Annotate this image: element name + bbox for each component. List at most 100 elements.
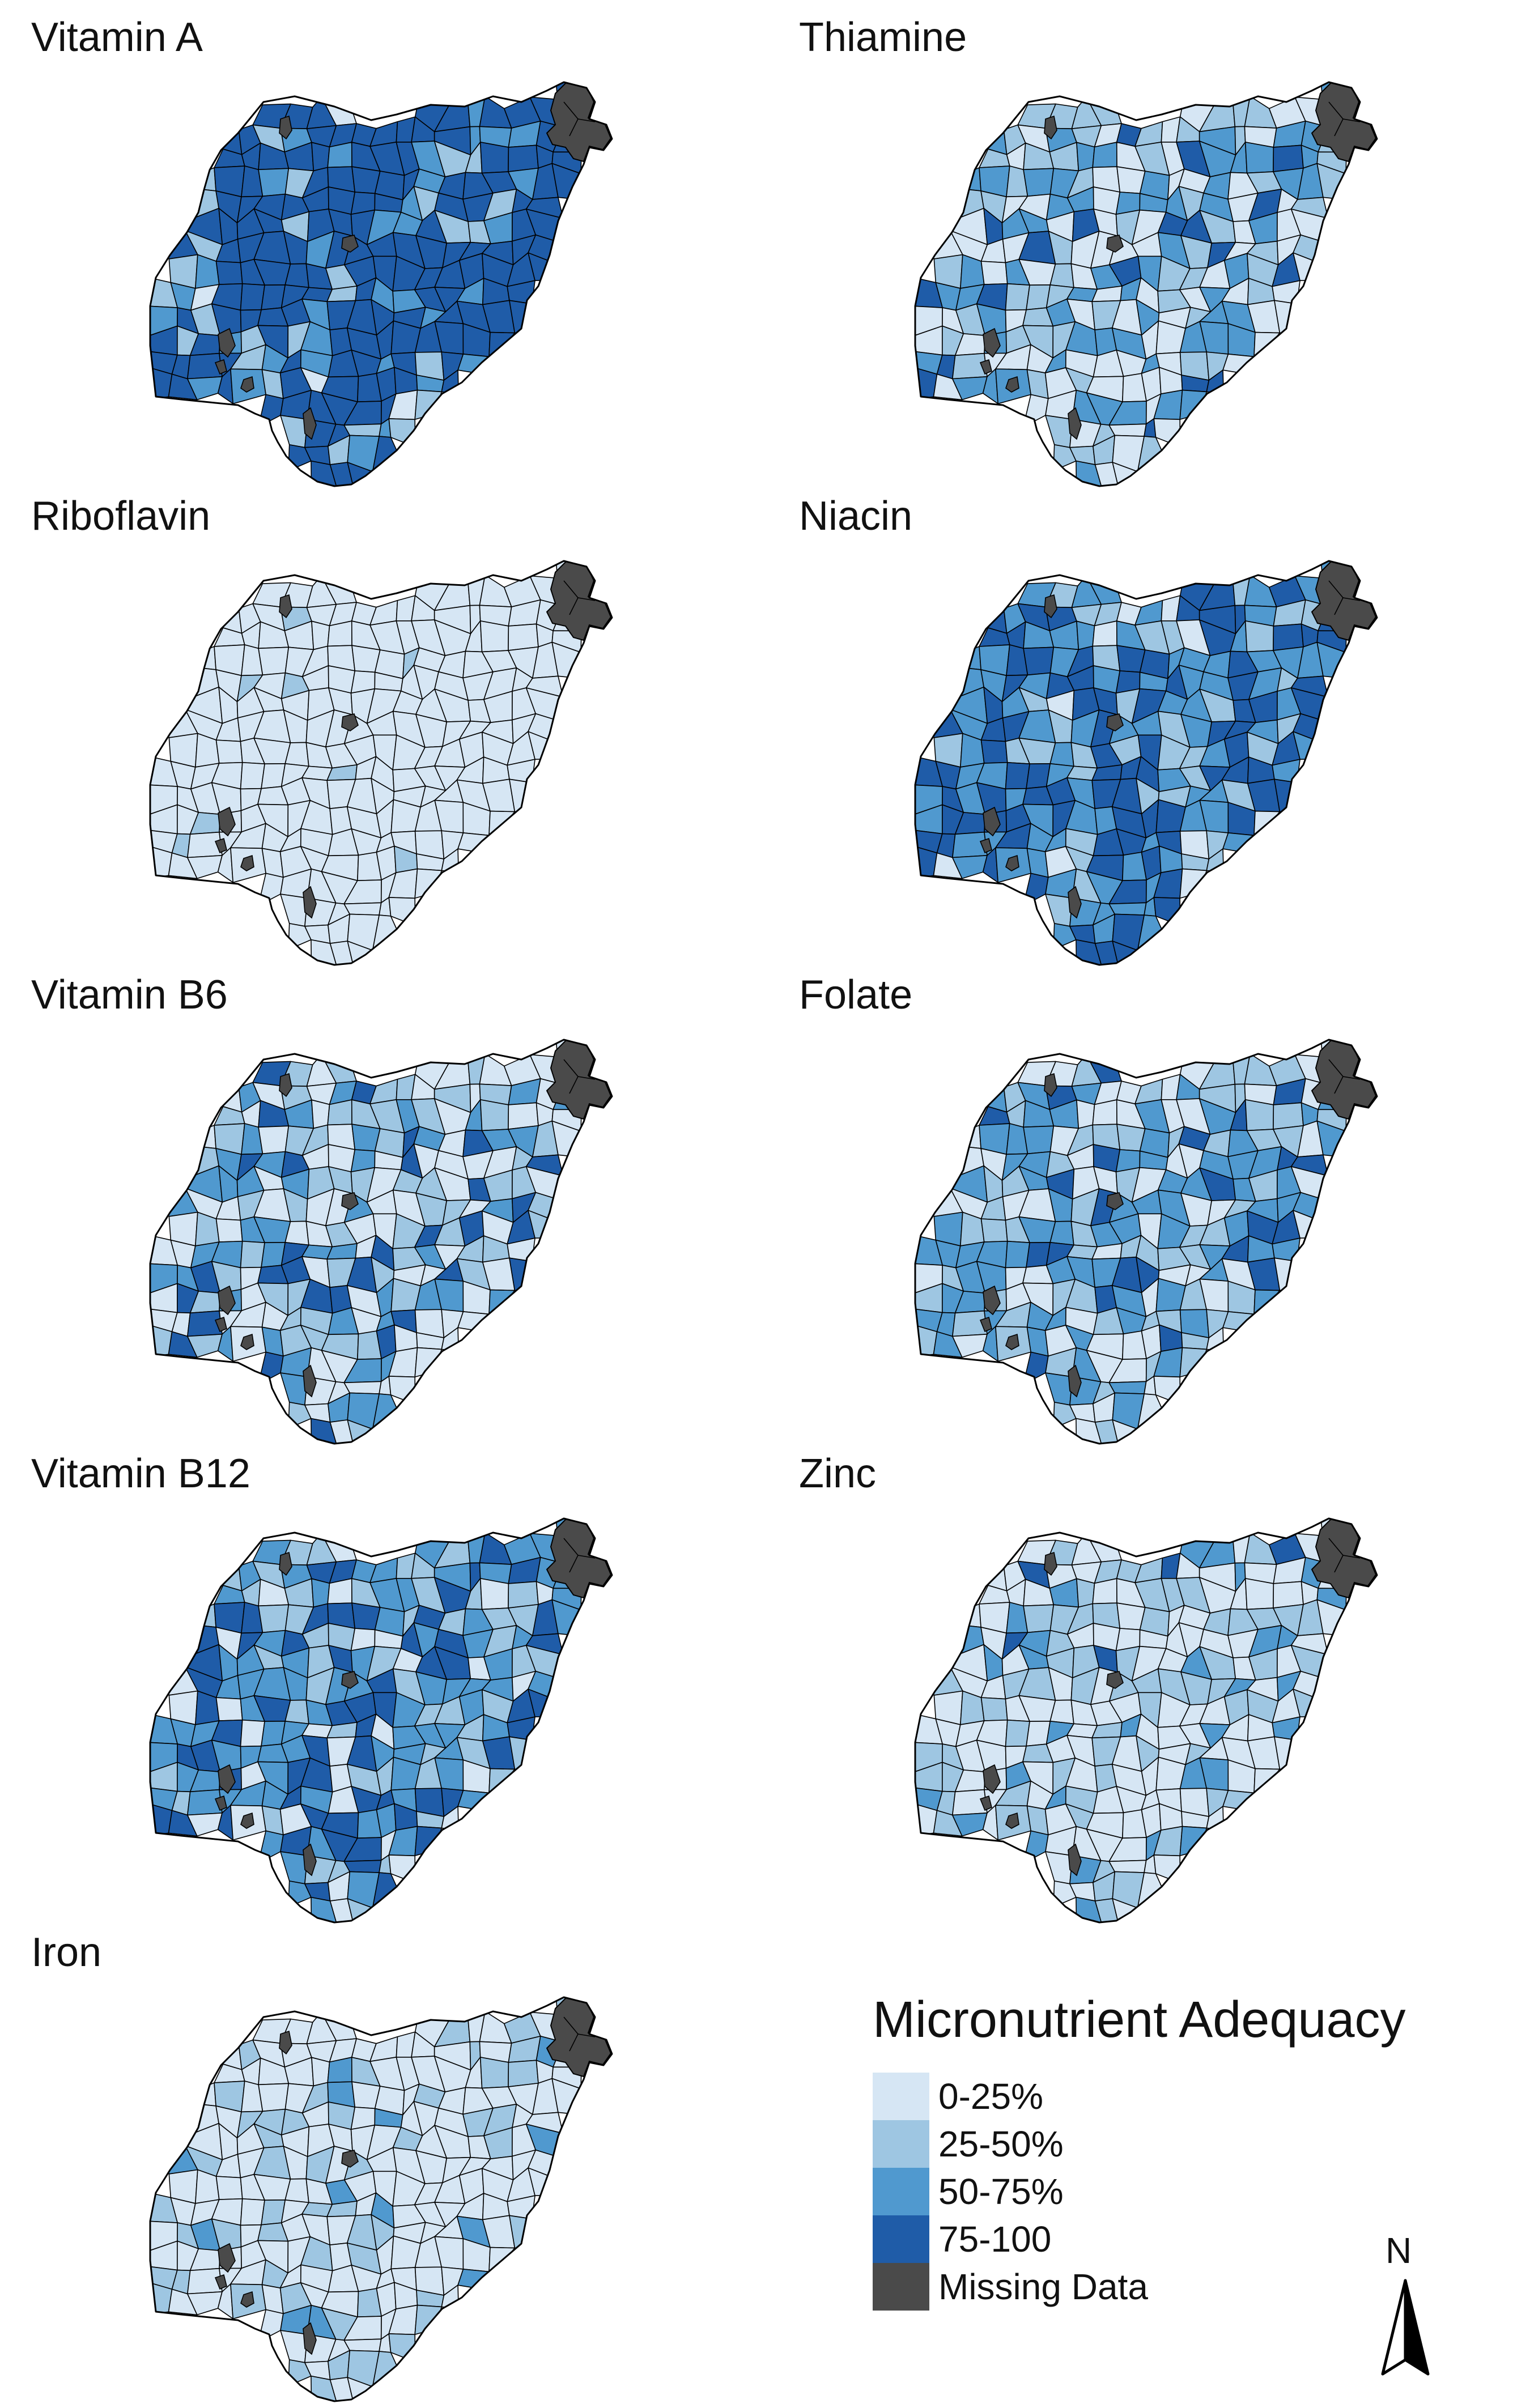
district-region	[508, 1581, 539, 1609]
map-title: Thiamine	[799, 15, 967, 60]
district-regions	[150, 561, 612, 965]
missing-data-region	[303, 886, 317, 919]
missing-data-region	[1068, 1364, 1082, 1398]
district-region	[1244, 1578, 1274, 1610]
missing-data-region	[303, 407, 317, 440]
district-region	[240, 761, 265, 790]
missing-data-region	[1005, 376, 1019, 393]
map-panel-vitamin-b12: Vitamin B12	[31, 1453, 768, 1929]
missing-data-region	[1106, 235, 1124, 253]
district-region	[508, 623, 539, 651]
map-panel-niacin: Niacin	[799, 496, 1530, 972]
district-border	[577, 2033, 596, 2037]
country-outline	[149, 560, 613, 966]
missing-data-region	[218, 806, 236, 837]
district-region	[1273, 144, 1304, 172]
district-region	[343, 423, 382, 437]
district-region	[258, 1125, 290, 1155]
missing-data-region	[279, 1073, 292, 1097]
legend-item: 50-75%	[873, 2168, 1439, 2215]
map-title: Folate	[799, 972, 913, 1018]
legend-item: Missing Data	[873, 2263, 1439, 2311]
district-region	[1076, 142, 1095, 172]
missing-data-region	[214, 359, 227, 375]
district-region	[1023, 1604, 1055, 1633]
district-region	[343, 1381, 382, 1394]
missing-data-region	[1106, 1192, 1124, 1210]
district-region	[414, 1347, 443, 1378]
district-region	[215, 2176, 243, 2200]
district-regions	[915, 82, 1377, 486]
district-border	[577, 597, 596, 601]
district-region	[311, 1578, 330, 1608]
missing-data-region	[979, 1795, 992, 1811]
nigeria-choropleth-map	[149, 1996, 613, 2402]
missing-data-region	[1106, 1671, 1124, 1689]
missing-data-region	[1068, 886, 1082, 919]
missing-data-region	[218, 1285, 236, 1316]
district-region	[1023, 873, 1049, 907]
north-arrow-label: N	[1386, 2230, 1412, 2271]
missing-data-region	[1005, 854, 1019, 871]
missing-data-region	[341, 1192, 359, 1210]
nigeria-choropleth-map	[914, 81, 1378, 487]
missing-data-region	[240, 376, 254, 393]
map-panel-folate: Folate	[799, 975, 1530, 1450]
country-outline	[914, 81, 1378, 487]
district-region	[1273, 1581, 1304, 1609]
map-panel-riboflavin: Riboflavin	[31, 496, 768, 972]
district-region	[1023, 1830, 1049, 1864]
district-region	[258, 2083, 290, 2112]
district-region	[1179, 868, 1208, 899]
district-region	[1244, 620, 1274, 653]
district-region	[508, 144, 539, 172]
district-region	[311, 142, 330, 172]
district-region	[1179, 1826, 1208, 1857]
missing-data-region	[279, 1551, 292, 1576]
legend-label: 50-75%	[938, 2171, 1064, 2212]
missing-data-region	[979, 837, 992, 854]
missing-data-region	[240, 854, 254, 871]
district-region	[258, 873, 284, 907]
map-title: Vitamin B6	[31, 972, 228, 1018]
missing-data-region	[979, 1316, 992, 1333]
district-border	[1342, 118, 1361, 122]
district-regions	[915, 1518, 1377, 1922]
country-outline	[914, 1039, 1378, 1445]
country-outline	[914, 560, 1378, 966]
district-region	[343, 2338, 382, 2352]
missing-data-region	[218, 2243, 236, 2273]
missing-data-region	[1044, 115, 1057, 140]
missing-data-region	[214, 1795, 227, 1811]
missing-data-region	[279, 594, 292, 619]
missing-data-region	[303, 1843, 317, 1877]
district-region	[1273, 1102, 1304, 1130]
missing-data-region	[218, 1764, 236, 1794]
country-outline	[149, 1996, 613, 2402]
map-title: Vitamin A	[31, 15, 203, 60]
district-region	[414, 389, 443, 420]
legend-label: Missing Data	[938, 2266, 1148, 2307]
legend-label: 25-50%	[938, 2124, 1064, 2164]
district-regions	[915, 561, 1377, 965]
district-region	[258, 1351, 284, 1385]
missing-data-region	[214, 837, 227, 854]
district-region	[343, 1860, 382, 1873]
missing-data-region	[1005, 1812, 1019, 1829]
legend-item: 25-50%	[873, 2120, 1439, 2168]
district-region	[980, 1697, 1008, 1721]
district-regions	[150, 1997, 612, 2401]
north-arrow-icon	[1381, 2279, 1430, 2376]
missing-data-region	[303, 1364, 317, 1398]
district-border	[577, 118, 596, 122]
country-outline	[914, 1517, 1378, 1924]
legend: Micronutrient Adequacy 0-25% 25-50% 50-7…	[873, 1994, 1439, 2311]
map-panel-zinc: Zinc	[799, 1453, 1530, 1929]
legend-item: 0-25%	[873, 2073, 1439, 2120]
district-region	[1108, 1381, 1147, 1394]
district-region	[1076, 1578, 1095, 1608]
missing-data-region	[341, 713, 359, 731]
missing-data-region	[218, 327, 236, 358]
district-region	[311, 1099, 330, 1129]
district-region	[414, 2304, 443, 2335]
